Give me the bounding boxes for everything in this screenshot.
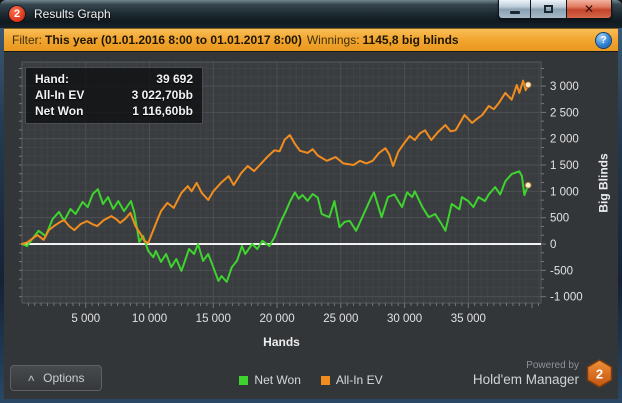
all-in-ev-line [21, 79, 530, 245]
legend-item-net-won[interactable]: Net Won [239, 373, 301, 387]
legend-label: All-In EV [335, 373, 383, 387]
svg-text:10 000: 10 000 [132, 313, 167, 325]
winnings-value: 1145,8 big blinds [362, 33, 459, 47]
powered-by-line2: Hold'em Manager [472, 371, 579, 387]
x-axis-title: Hands [263, 335, 300, 349]
svg-text:15 000: 15 000 [196, 313, 231, 325]
info-row-net-won: Net Won 1 116,60bb [26, 103, 202, 119]
close-icon: ✕ [583, 1, 595, 16]
maximize-icon [544, 5, 553, 13]
info-row-hand: Hand: 39 692 [26, 71, 202, 87]
hm2-app-icon: 2 [9, 6, 25, 22]
hm2-logo-icon: 2 [586, 359, 613, 388]
svg-text:-1 000: -1 000 [550, 292, 583, 304]
allin-ev-swatch-icon [320, 375, 330, 385]
net-won-swatch-icon [239, 375, 249, 385]
results-chart: 5 000 10 000 15 000 20 000 25 000 30 000 35 00… [19, 61, 583, 325]
svg-text:1 500: 1 500 [550, 160, 579, 172]
chevron-up-icon: ∧ [26, 372, 36, 383]
powered-by: Powered by Hold'em Manager 2 [473, 359, 613, 388]
info-value: 1 116,60bb [132, 104, 193, 118]
info-label: Net Won [35, 104, 84, 118]
window-title: Results Graph [34, 7, 111, 21]
net-won-line [21, 170, 530, 283]
close-button[interactable]: ✕ [566, 0, 612, 19]
svg-text:0: 0 [550, 239, 556, 251]
window-controls: ✕ [498, 0, 612, 19]
svg-text:35 000: 35 000 [451, 313, 486, 325]
hover-info-box: Hand: 39 692 All-In EV 3 022,70bb Net Wo… [25, 67, 203, 124]
svg-text:25 000: 25 000 [323, 313, 358, 325]
y-axis-title: Big Blinds [597, 152, 611, 213]
legend-label: Net Won [254, 373, 301, 387]
info-icon[interactable]: ? [596, 33, 611, 48]
minimize-button[interactable] [498, 0, 531, 19]
svg-text:30 000: 30 000 [387, 313, 422, 325]
title-bar[interactable]: 2 Results Graph ✕ [0, 0, 622, 28]
svg-text:3 000: 3 000 [550, 81, 579, 93]
powered-by-text: Powered by Hold'em Manager [473, 360, 579, 386]
info-label: All-In EV [35, 88, 85, 102]
maximize-button[interactable] [531, 0, 566, 19]
options-label: Options [43, 371, 85, 385]
chart-legend: Net Won All-In EV [4, 373, 618, 387]
legend-item-allin-ev[interactable]: All-In EV [320, 373, 383, 387]
series-end-marker [524, 181, 532, 189]
svg-text:1 000: 1 000 [550, 186, 579, 198]
svg-text:2 500: 2 500 [550, 107, 579, 119]
winnings-label: Winnings: [306, 33, 360, 47]
window-content: Filter: This year (01.01.2016 8:00 to 01… [4, 28, 618, 399]
svg-text:-500: -500 [550, 265, 573, 277]
info-value: 3 022,70bb [131, 88, 193, 102]
options-button[interactable]: ∧ Options [10, 365, 102, 391]
svg-text:2 000: 2 000 [550, 134, 579, 146]
info-value: 39 692 [156, 72, 193, 86]
info-row-allin-ev: All-In EV 3 022,70bb [26, 87, 202, 103]
filter-bar: Filter: This year (01.01.2016 8:00 to 01… [4, 28, 618, 52]
info-label: Hand: [35, 72, 69, 86]
svg-text:20 000: 20 000 [259, 313, 294, 325]
svg-text:2: 2 [596, 367, 603, 382]
filter-range: This year (01.01.2016 8:00 to 01.01.2017… [45, 33, 302, 47]
filter-label: Filter: [12, 33, 42, 47]
y-axis-title-column: Big Blinds [574, 62, 622, 303]
minimize-icon [509, 11, 520, 14]
svg-text:5 000: 5 000 [71, 313, 100, 325]
powered-by-line1: Powered by [526, 360, 579, 372]
svg-text:500: 500 [550, 213, 569, 225]
series-end-marker [524, 81, 532, 89]
chart-area: 5 000 10 000 15 000 20 000 25 000 30 000 35 00… [4, 52, 618, 399]
